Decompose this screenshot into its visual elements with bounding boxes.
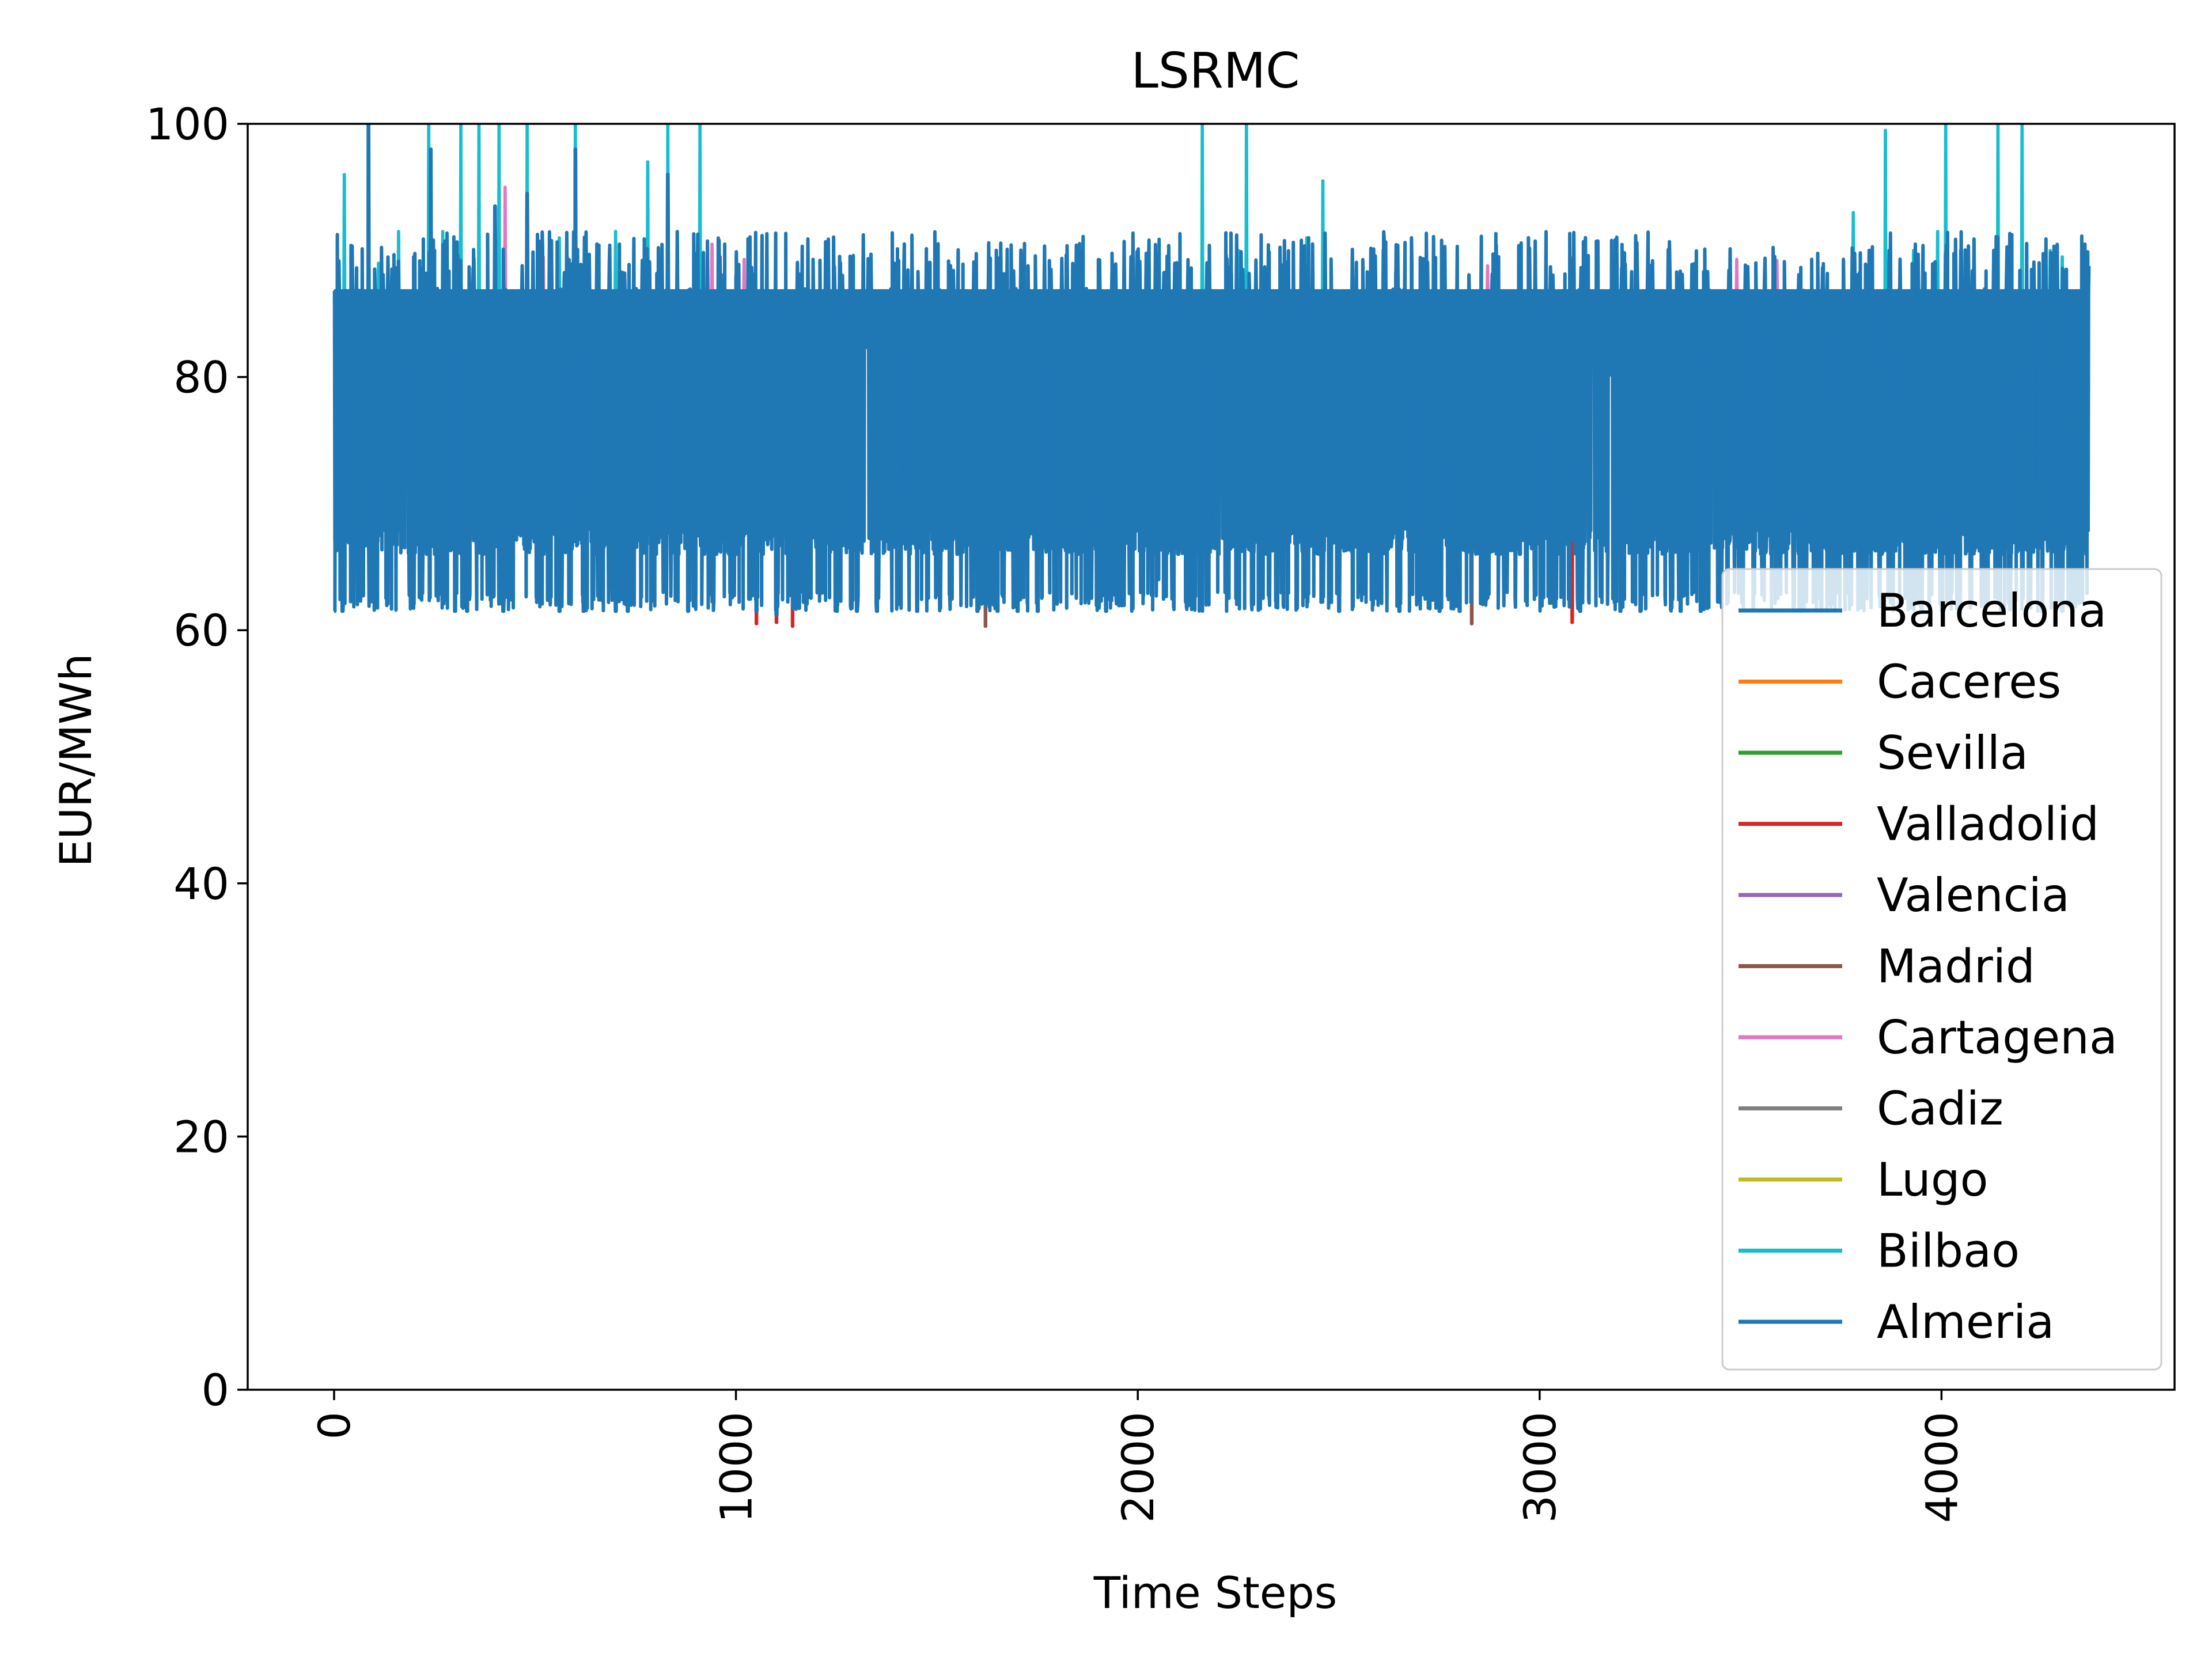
chart-title: LSRMC <box>1131 43 1300 100</box>
x-tick-label: 0 <box>309 1412 360 1439</box>
series-line-almeria <box>332 172 2090 613</box>
y-tick-label: 60 <box>173 605 229 656</box>
x-tick-label: 4000 <box>1916 1412 1967 1523</box>
legend-label: Bilbao <box>1877 1224 2020 1278</box>
y-axis-label: EUR/MWh <box>50 654 101 867</box>
legend-box <box>1721 568 2162 1371</box>
legend-label: Cartagena <box>1877 1011 2118 1064</box>
legend-label: Lugo <box>1877 1153 1988 1207</box>
x-tick-label: 2000 <box>1112 1412 1164 1523</box>
legend-label: Valladolid <box>1877 798 2099 851</box>
x-axis-label: Time Steps <box>1093 1567 1338 1618</box>
y-tick-label: 0 <box>202 1364 229 1416</box>
legend-label: Barcelona <box>1877 584 2107 638</box>
legend-label: Valencia <box>1877 869 2070 922</box>
legend-label: Almeria <box>1877 1295 2054 1349</box>
axes-frame <box>247 123 2176 1391</box>
legend: Barcelona Caceres Sevilla Valladolid Valenci… <box>1721 568 2162 1371</box>
legend-label: Cadiz <box>1877 1082 2003 1136</box>
y-tick-label: 20 <box>173 1111 229 1162</box>
x-tick-label: 1000 <box>711 1412 762 1523</box>
legend-label: Madrid <box>1877 940 2035 993</box>
legend-label: Caceres <box>1877 655 2061 709</box>
legend-label: Sevilla <box>1877 726 2028 780</box>
plot-area <box>332 124 2091 628</box>
y-tick-label: 40 <box>173 858 229 909</box>
y-tick-label: 80 <box>173 352 229 403</box>
x-tick-label: 3000 <box>1514 1412 1566 1523</box>
y-tick-label: 100 <box>146 98 229 150</box>
